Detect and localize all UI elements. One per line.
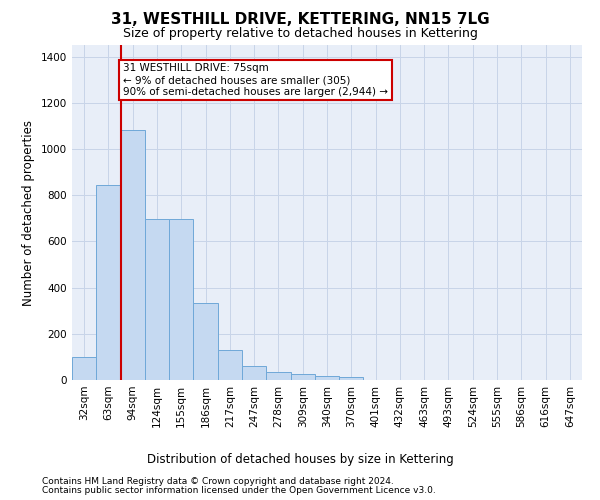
Bar [72, 357, 96, 380]
Text: 31, WESTHILL DRIVE, KETTERING, NN15 7LG: 31, WESTHILL DRIVE, KETTERING, NN15 7LG [110, 12, 490, 28]
Bar [218, 350, 242, 380]
Text: Contains public sector information licensed under the Open Government Licence v3: Contains public sector information licen… [42, 486, 436, 495]
Bar [242, 366, 266, 380]
Bar [290, 374, 315, 380]
Bar [266, 372, 290, 380]
Bar [121, 130, 145, 380]
Text: Distribution of detached houses by size in Kettering: Distribution of detached houses by size … [146, 453, 454, 466]
Bar [339, 377, 364, 380]
Bar [193, 302, 218, 380]
Text: Contains HM Land Registry data © Crown copyright and database right 2024.: Contains HM Land Registry data © Crown c… [42, 477, 394, 486]
Bar [96, 185, 121, 380]
Y-axis label: Number of detached properties: Number of detached properties [22, 120, 35, 306]
Bar [169, 220, 193, 380]
Text: Size of property relative to detached houses in Kettering: Size of property relative to detached ho… [122, 28, 478, 40]
Bar [315, 376, 339, 380]
Bar [145, 220, 169, 380]
Text: 31 WESTHILL DRIVE: 75sqm
← 9% of detached houses are smaller (305)
90% of semi-d: 31 WESTHILL DRIVE: 75sqm ← 9% of detache… [123, 64, 388, 96]
